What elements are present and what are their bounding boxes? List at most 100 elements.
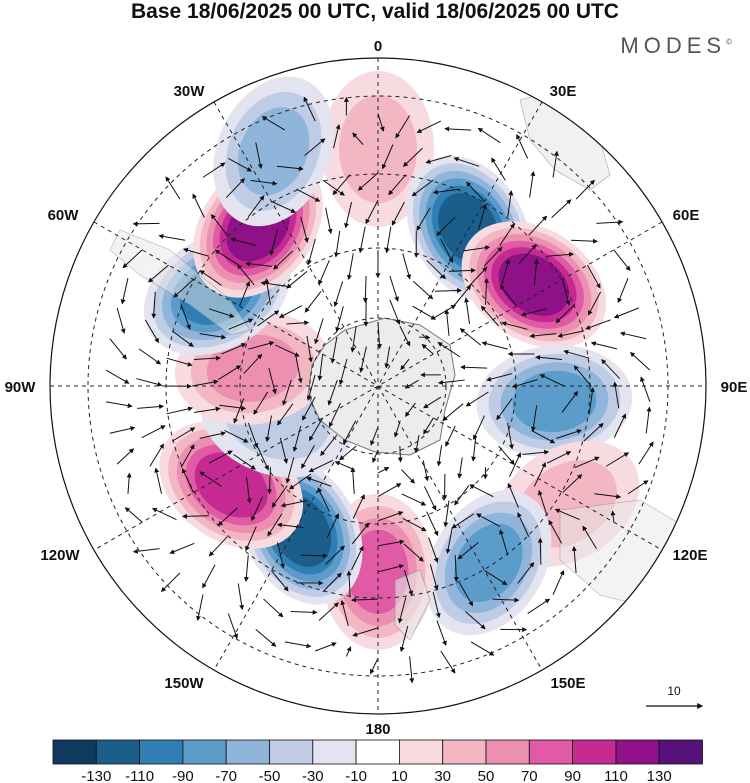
lon-label-60w: 60W [48,207,80,224]
map-boundary [49,57,707,715]
wind-vector [587,264,601,289]
wind-vector [522,449,550,456]
wind-vector [640,376,651,403]
wind-vector [376,322,382,350]
colorbar-tick-8: 30 [434,768,451,783]
logo-copyright: © [726,37,732,47]
wind-vector [245,261,273,267]
wind-vector [267,513,283,537]
wind-vector [428,537,439,563]
island-new-zealand [394,569,431,641]
wind-vector [465,611,486,630]
wind-vector [351,522,370,545]
wind-vector [228,318,254,330]
wind-vector [509,452,522,477]
wind-vector [481,341,508,350]
wind-vector [208,308,235,318]
wind-vector [105,369,130,384]
wind-vector [574,456,600,469]
wind-vector [344,201,353,229]
wind-vector [351,597,379,603]
wind-vector [571,545,577,573]
wind-vector [507,422,514,450]
wind-vector [451,513,475,529]
wind-vector [180,304,191,330]
wind-vector [314,318,324,345]
wind-vector [334,461,355,471]
wind-vector [300,553,328,559]
wind-vector [365,199,379,225]
colorbar-swatch-4 [225,739,270,765]
wind-vector [333,124,341,149]
wind-vector [432,304,457,319]
wind-vector [469,484,494,498]
wind-vector [306,476,332,487]
wind-vector [227,613,238,639]
wind-vector [629,351,651,371]
wind-vector [537,490,548,516]
lon-label-0: 0 [374,38,382,55]
wind-vector [106,401,133,409]
wind-vector [453,156,480,167]
wind-vector [457,541,479,560]
wind-vector [401,493,427,506]
wind-vector [219,404,247,411]
colorbar-tick-5: -30 [302,768,324,783]
wind-vector [551,199,572,219]
wind-vector [499,223,515,246]
wind-vector [529,170,536,198]
wind-vector [501,258,511,286]
wind-vector [180,444,195,468]
wind-vector [202,564,216,589]
continent-south-america [109,229,251,336]
wind-vector [362,276,368,304]
wind-vector [443,500,450,528]
wind-vector [473,415,485,441]
wind-vector [315,642,337,652]
wind-vector [377,483,402,497]
wind-vector [317,353,324,381]
colorbar: -130 -110 -90 -70 -50 -30 -10 10 30 50 70 90 110 130 [52,739,703,783]
colorbar-tick-7: 10 [391,768,408,783]
wind-vector [322,179,345,196]
wind-vector [109,426,136,434]
wind-vector [444,308,450,336]
lon-label-150w: 150W [164,675,204,692]
wind-vector [529,333,557,339]
wind-vector [377,511,404,522]
wind-vector [533,461,546,487]
wind-vector [306,335,313,363]
wind-vector [533,258,539,286]
wind-vector [221,343,247,355]
wind-vector [248,341,275,350]
wind-vector [389,275,399,302]
wind-vector [432,188,460,195]
wind-vector [276,165,304,172]
wind-vector [454,485,470,506]
wind-vector [432,591,441,619]
wind-vector [444,126,472,132]
wind-vector [267,467,273,495]
wind-vector [491,157,506,181]
wind-vector [516,133,529,159]
wind-vector [165,176,181,200]
wind-vector [334,230,341,258]
wind-vector [245,526,257,552]
wind-vector [276,522,304,529]
wind-vector [613,249,631,272]
wind-vector [351,545,364,571]
colorbar-swatch-3 [182,739,227,765]
wind-vector [507,482,519,508]
colorbar-swatch-13 [615,739,660,765]
wind-vector [317,487,330,512]
wind-vector [126,472,132,494]
wind-vector [318,602,339,621]
wind-vector [546,451,572,464]
wind-vector [307,238,316,265]
wind-vector [338,358,348,386]
wind-vector [325,545,345,565]
lon-label-60e: 60E [673,207,700,224]
wind-vector [208,450,233,464]
wind-vector [552,569,565,595]
